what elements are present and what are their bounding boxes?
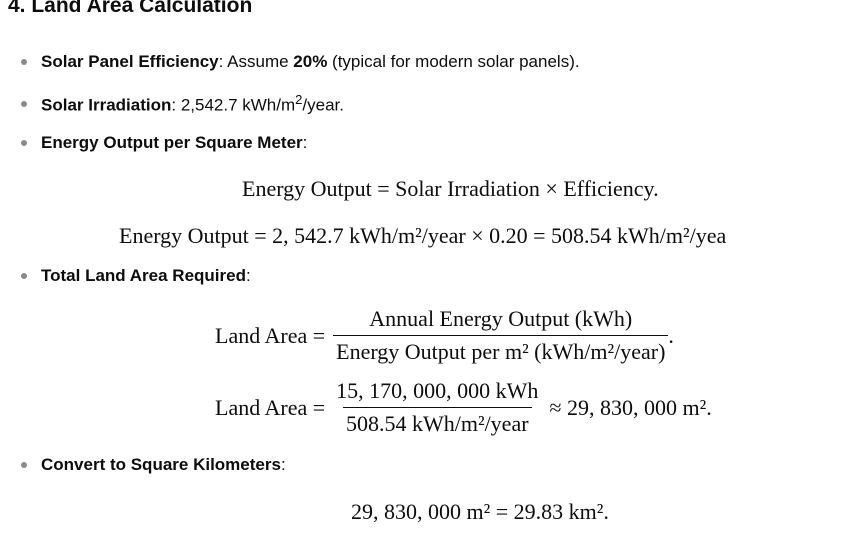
efficiency-text-before: : Assume — [218, 52, 294, 71]
convert-label: Convert to Square Kilometers — [41, 455, 281, 474]
bullet-efficiency: Solar Panel Efficiency: Assume 20% (typi… — [21, 52, 580, 72]
convert-colon: : — [280, 455, 286, 474]
bullet-energy-output: Energy Output per Square Meter: — [21, 133, 307, 153]
equation-land-area-value: Land Area = 15, 170, 000, 000 kWh 508.54… — [215, 378, 712, 437]
fraction-numerator: Annual Energy Output (kWh) — [369, 306, 633, 331]
energy-output-label: Energy Output per Square Meter — [41, 133, 303, 152]
land-area-fraction: Annual Energy Output (kWh) Energy Output… — [333, 306, 669, 365]
fraction-numerator: 15, 170, 000, 000 kWh — [336, 378, 539, 403]
section-heading: 4. Land Area Calculation — [8, 0, 253, 17]
bullet-dot — [21, 273, 27, 279]
total-land-colon: : — [245, 266, 251, 285]
bullet-dot — [21, 59, 27, 65]
bullet-irradiation: Solar Irradiation: 2,542.7 kWh/m2/year. — [21, 92, 344, 116]
fraction-denominator: 508.54 kWh/m²/year — [342, 407, 532, 437]
efficiency-value: 20% — [293, 52, 328, 71]
land-area-result: ≈ 29, 830, 000 m². — [549, 394, 712, 420]
efficiency-label: Solar Panel Efficiency — [41, 52, 219, 71]
energy-output-colon: : — [302, 133, 308, 152]
equation-energy-output-value: Energy Output = 2, 542.7 kWh/m²/year × 0… — [119, 223, 727, 248]
land-area-lhs: Land Area = — [215, 322, 326, 348]
land-area-value-fraction: 15, 170, 000, 000 kWh 508.54 kWh/m²/year — [333, 378, 541, 437]
irradiation-text-before: : 2,542.7 kWh/m — [171, 95, 296, 115]
irradiation-sup: 2 — [295, 92, 303, 107]
bullet-dot — [21, 140, 27, 146]
total-land-label: Total Land Area Required — [41, 266, 246, 285]
land-area-tail: . — [668, 322, 674, 348]
fraction-denominator: Energy Output per m² (kWh/m²/year) — [333, 335, 669, 365]
equation-land-area-formula: Land Area = Annual Energy Output (kWh) E… — [215, 306, 674, 365]
equation-km-conversion: 29, 830, 000 m² = 29.83 km². — [351, 499, 609, 524]
land-area-lhs: Land Area = — [215, 394, 326, 420]
bullet-convert: Convert to Square Kilometers: — [21, 455, 286, 475]
irradiation-text-after: /year. — [302, 95, 344, 115]
bullet-dot — [21, 100, 27, 107]
bullet-dot — [21, 462, 27, 468]
bullet-total-land: Total Land Area Required: — [21, 266, 251, 286]
equation-energy-output-formula: Energy Output = Solar Irradiation × Effi… — [242, 176, 659, 201]
efficiency-text-after: (typical for modern solar panels). — [327, 52, 580, 71]
irradiation-label: Solar Irradiation — [41, 95, 172, 115]
